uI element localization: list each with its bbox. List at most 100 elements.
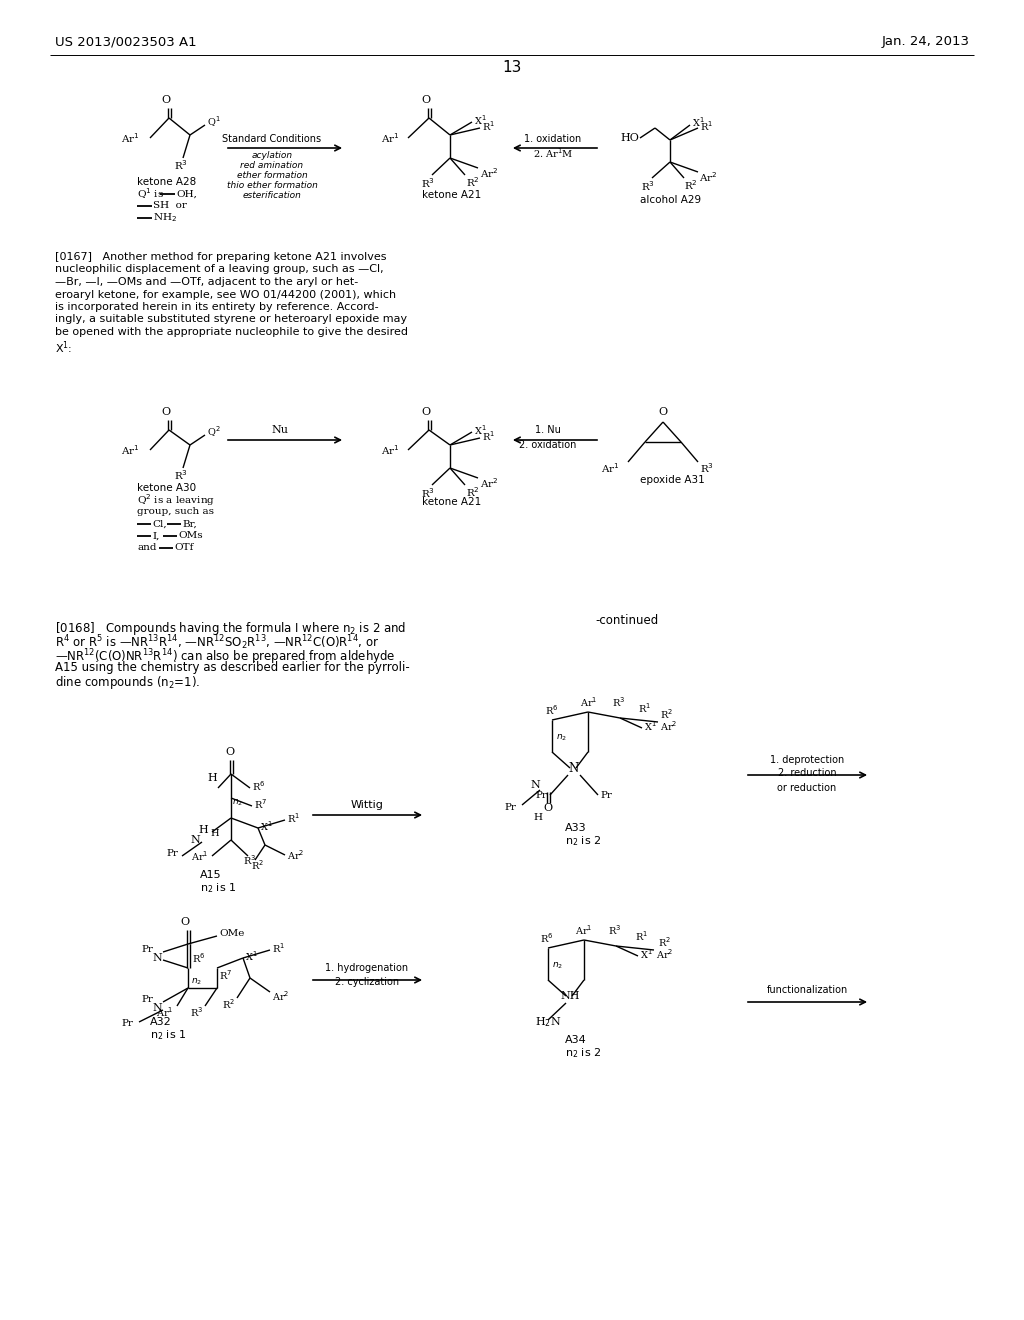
Text: N: N [153,953,162,964]
Text: A32: A32 [150,1016,172,1027]
Text: ingly, a suitable substituted styrene or heteroaryl epoxide may: ingly, a suitable substituted styrene or… [55,314,408,325]
Text: O: O [422,95,430,106]
Text: R$^3$: R$^3$ [189,1005,203,1019]
Text: R$^1$: R$^1$ [272,941,285,954]
Text: US 2013/0023503 A1: US 2013/0023503 A1 [55,36,197,49]
Text: nucleophilic displacement of a leaving group, such as —Cl,: nucleophilic displacement of a leaving g… [55,264,384,275]
Text: R$^6$: R$^6$ [252,779,265,793]
Text: alcohol A29: alcohol A29 [640,195,701,205]
Text: OH,: OH, [176,190,197,198]
Text: Ar$^1$: Ar$^1$ [190,849,208,863]
Text: group, such as: group, such as [137,507,214,516]
Text: 2. cyclization: 2. cyclization [335,977,399,987]
Text: —NR$^{12}$(C(O)NR$^{13}$R$^{14}$) can also be prepared from aldehyde: —NR$^{12}$(C(O)NR$^{13}$R$^{14}$) can al… [55,647,395,667]
Text: Br,: Br, [182,520,197,528]
Text: H: H [207,774,217,783]
Text: n$_2$ is 1: n$_2$ is 1 [150,1028,186,1041]
Text: 1. oxidation: 1. oxidation [524,135,582,144]
Text: Ar$^2$: Ar$^2$ [272,989,290,1003]
Text: NH: NH [560,991,580,1001]
Text: ketone A21: ketone A21 [422,498,481,507]
Text: Pr: Pr [141,945,153,954]
Text: Wittig: Wittig [350,800,383,810]
Text: eroaryl ketone, for example, see WO 01/44200 (2001), which: eroaryl ketone, for example, see WO 01/4… [55,289,396,300]
Text: R$^4$ or R$^5$ is —NR$^{13}$R$^{14}$, —NR$^{12}$SO$_2$R$^{13}$, —NR$^{12}$C(O)R$: R$^4$ or R$^5$ is —NR$^{13}$R$^{14}$, —N… [55,634,379,652]
Text: dine compounds (n$_2$=1).: dine compounds (n$_2$=1). [55,675,201,690]
Text: H: H [210,829,219,837]
Text: X$^1$: X$^1$ [644,719,656,733]
Text: ketone A21: ketone A21 [422,190,481,201]
Text: functionalization: functionalization [766,985,848,995]
Text: $n_2$: $n_2$ [552,961,563,972]
Text: ketone A30: ketone A30 [137,483,197,492]
Text: I,: I, [152,532,160,540]
Text: R$^1$: R$^1$ [482,119,495,133]
Text: Cl,: Cl, [152,520,167,528]
Text: Q$^2$: Q$^2$ [207,425,220,440]
Text: OTf: OTf [174,544,194,553]
Text: Pr: Pr [166,850,178,858]
Text: Ar$^2$: Ar$^2$ [480,477,499,490]
Text: R$^2$: R$^2$ [660,708,673,721]
Text: X$^1$:: X$^1$: [55,339,73,356]
Text: Q$^1$: Q$^1$ [207,115,221,129]
Text: N: N [569,762,580,775]
Text: R$^3$: R$^3$ [641,180,655,193]
Text: n$_2$ is 1: n$_2$ is 1 [200,882,237,895]
Text: 13: 13 [503,61,521,75]
Text: R$^3$: R$^3$ [174,158,188,172]
Text: R$^3$: R$^3$ [700,461,714,475]
Text: $n_2$: $n_2$ [191,977,203,987]
Text: O: O [180,917,189,927]
Text: 1. hydrogenation: 1. hydrogenation [326,964,409,973]
Text: epoxide A31: epoxide A31 [640,475,705,484]
Text: Nu: Nu [271,425,289,436]
Text: red amination: red amination [241,161,303,169]
Text: R$^1$: R$^1$ [482,429,495,444]
Text: Ar$^2$: Ar$^2$ [699,170,718,183]
Text: X$^1$: X$^1$ [474,114,486,127]
Text: esterification: esterification [243,190,301,199]
Text: Pr: Pr [141,995,153,1005]
Text: N: N [530,780,540,789]
Text: R$^2$: R$^2$ [658,935,671,949]
Text: $n_2$: $n_2$ [556,733,567,743]
Text: 2. Ar$^1$M: 2. Ar$^1$M [532,147,573,160]
Text: R$^7$: R$^7$ [219,968,232,982]
Text: [0168]   Compounds having the formula I where n$_2$ is 2 and: [0168] Compounds having the formula I wh… [55,620,407,638]
Text: and: and [137,544,157,553]
Text: Pr: Pr [504,804,516,813]
Text: X$^1$: X$^1$ [640,948,652,961]
Text: O: O [422,407,430,417]
Text: R$^2$: R$^2$ [466,486,480,499]
Text: 2. oxidation: 2. oxidation [519,440,577,450]
Text: R$^1$: R$^1$ [700,119,713,133]
Text: Ar$^1$: Ar$^1$ [122,131,140,145]
Text: -continued: -continued [595,614,658,627]
Text: Q$^2$ is a leaving: Q$^2$ is a leaving [137,492,215,508]
Text: —Br, —I, —OMs and —OTf, adjacent to the aryl or het-: —Br, —I, —OMs and —OTf, adjacent to the … [55,277,358,286]
Text: R$^6$: R$^6$ [193,952,206,965]
Text: R$^1$: R$^1$ [635,929,648,942]
Text: Q$^1$ is: Q$^1$ is [137,186,164,202]
Text: A33: A33 [565,822,587,833]
Text: R$^6$: R$^6$ [540,931,553,945]
Text: Ar$^1$: Ar$^1$ [156,1005,173,1019]
Text: Ar$^1$: Ar$^1$ [381,131,400,145]
Text: 2. reduction: 2. reduction [777,768,837,777]
Text: R$^2$: R$^2$ [222,997,234,1011]
Text: or reduction: or reduction [777,783,837,793]
Text: H$_2$N: H$_2$N [535,1015,561,1028]
Text: Ar$^1$: Ar$^1$ [580,696,597,709]
Text: X$^1$: X$^1$ [260,820,272,833]
Text: ether formation: ether formation [237,170,307,180]
Text: n$_2$ is 2: n$_2$ is 2 [565,834,601,847]
Text: N: N [190,836,200,845]
Text: Standard Conditions: Standard Conditions [222,135,322,144]
Text: Pr: Pr [600,791,612,800]
Text: H: H [199,825,208,836]
Text: O: O [544,803,553,813]
Text: NH$_2$: NH$_2$ [153,211,177,224]
Text: is incorporated herein in its entirety by reference. Accord-: is incorporated herein in its entirety b… [55,302,379,312]
Text: Ar$^1$: Ar$^1$ [122,444,140,457]
